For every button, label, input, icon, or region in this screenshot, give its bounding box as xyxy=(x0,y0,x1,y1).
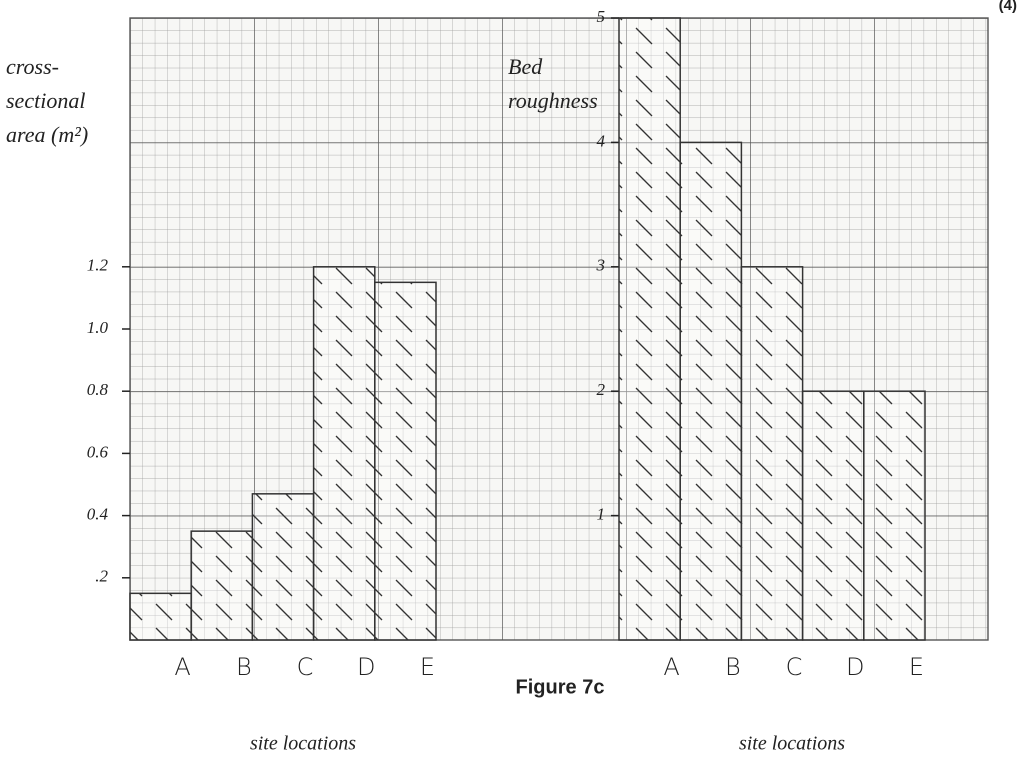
x-tick-label: C xyxy=(786,653,803,681)
bar-hatch xyxy=(252,494,313,640)
page: Figure 7c (4) .2 0.4 0.6 0.8 1.0 1.2 A B C D Esite… xyxy=(0,0,1019,771)
x-tick-label: B xyxy=(725,653,741,681)
y-tick-label: 1.2 xyxy=(87,256,109,275)
x-tick-label: D xyxy=(357,653,375,681)
y-tick-label: 1 xyxy=(597,505,606,524)
bar-hatch xyxy=(741,267,802,640)
figure-caption: Figure 7c xyxy=(516,676,605,698)
y-tick-label: 5 xyxy=(597,7,606,26)
bar-hatch xyxy=(619,18,680,640)
x-tick-label: C xyxy=(297,653,314,681)
x-tick-label: E xyxy=(909,653,924,681)
x-tick-label: A xyxy=(174,653,190,681)
bar-hatch xyxy=(864,391,925,640)
bar-hatch xyxy=(130,593,191,640)
y-axis-title: cross-sectional area (m²) xyxy=(6,50,96,152)
bar-hatch xyxy=(803,391,864,640)
y-tick-label: 3 xyxy=(596,256,606,275)
y-tick-label: .2 xyxy=(95,567,108,586)
bar-hatch xyxy=(680,142,741,640)
bar-hatch xyxy=(191,531,252,640)
marks: (4) xyxy=(999,0,1017,14)
y-tick-label: 0.8 xyxy=(87,380,109,399)
y-tick-label: 1.0 xyxy=(87,318,109,337)
y-tick-label: 4 xyxy=(597,131,606,150)
bar-hatch xyxy=(375,282,436,640)
x-tick-label: A xyxy=(663,653,679,681)
x-tick-label: E xyxy=(420,653,435,681)
y-axis-title: Bed roughness xyxy=(508,50,608,118)
y-tick-label: 0.4 xyxy=(87,505,109,524)
bar-hatch xyxy=(314,267,375,640)
y-tick-label: 0.6 xyxy=(87,442,109,461)
y-tick-label: 2 xyxy=(597,380,606,399)
x-axis-title: site locations xyxy=(250,733,356,755)
x-tick-label: B xyxy=(236,653,252,681)
x-axis-title: site locations xyxy=(739,733,845,755)
x-tick-label: D xyxy=(846,653,864,681)
